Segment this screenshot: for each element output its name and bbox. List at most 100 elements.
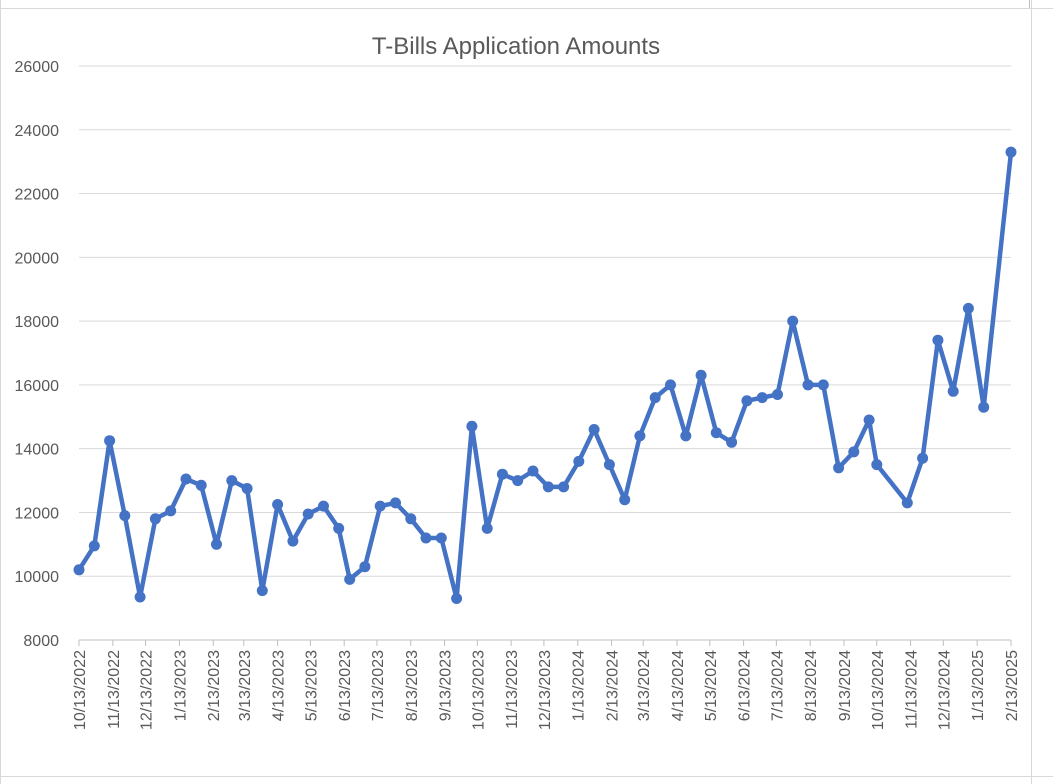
x-tick-label: 9/13/2024: [837, 650, 854, 721]
data-point: [848, 446, 860, 458]
y-tick-label: 26000: [15, 59, 60, 76]
data-point: [901, 497, 913, 509]
data-point: [710, 427, 722, 439]
data-point: [772, 389, 783, 400]
chart-border-right: [1031, 0, 1032, 784]
x-tick-label: 6/13/2023: [337, 650, 354, 721]
window-frame-corner-mark: [1029, 0, 1030, 8]
data-point: [917, 452, 929, 464]
x-tick-label: 12/13/2023: [537, 650, 554, 730]
y-tick-label: 20000: [15, 250, 60, 267]
x-tick-label: 2/13/2023: [206, 650, 223, 721]
x-tick-label: 5/13/2024: [703, 650, 720, 721]
data-point: [833, 462, 845, 474]
x-tick-label: 10/13/2023: [470, 650, 487, 730]
data-point: [603, 459, 615, 471]
data-point: [978, 401, 990, 413]
x-tick-label: 12/13/2022: [139, 650, 156, 730]
x-tick-label: 3/13/2023: [237, 650, 254, 721]
data-point: [947, 385, 959, 397]
data-point: [527, 465, 539, 477]
x-tick-label: 4/13/2023: [271, 650, 288, 721]
x-tick-label: 10/13/2024: [870, 650, 887, 730]
data-point: [741, 395, 753, 407]
data-point: [817, 379, 829, 391]
x-tick-label: 2/13/2025: [1004, 650, 1021, 721]
data-point: [619, 494, 631, 506]
data-point: [802, 379, 814, 391]
x-tick-label: 1/13/2025: [970, 650, 987, 721]
data-point: [466, 420, 478, 432]
x-tick-label: 4/13/2024: [670, 650, 687, 721]
data-point: [756, 392, 768, 404]
data-point: [481, 522, 493, 534]
x-tick-label: 8/13/2024: [803, 650, 820, 721]
y-tick-label: 16000: [15, 378, 60, 395]
data-point: [496, 468, 508, 480]
chart-border-left: [0, 0, 1, 784]
x-axis-tick-labels: 10/13/2022 11/13/2022 12/13/2022 1/13/2023 2…: [72, 650, 1021, 730]
data-point: [649, 392, 661, 404]
data-point: [344, 573, 356, 585]
data-point: [435, 532, 447, 544]
data-point: [88, 540, 100, 552]
data-point: [573, 455, 585, 467]
y-tick-label: 10000: [15, 569, 60, 586]
data-point: [180, 473, 192, 485]
data-point: [241, 483, 253, 494]
data-point: [420, 532, 432, 544]
data-point: [256, 585, 268, 597]
data-point: [287, 535, 299, 547]
chart-border-bottom: [0, 776, 1053, 777]
y-tick-label: 24000: [15, 123, 60, 140]
x-tick-label: 7/13/2024: [769, 650, 786, 721]
data-point: [863, 414, 875, 426]
x-tick-label: 9/13/2023: [438, 650, 455, 721]
data-point: [374, 500, 386, 512]
data-point: [932, 334, 944, 346]
x-tick-label: 11/13/2024: [904, 650, 921, 729]
series-application-amounts: [73, 146, 1017, 604]
data-point: [149, 513, 161, 525]
data-point: [119, 510, 131, 522]
window-frame-top: [0, 0, 1053, 9]
data-point: [302, 508, 314, 520]
x-tick-label: 3/13/2024: [636, 650, 653, 721]
data-point: [871, 459, 883, 471]
data-point: [726, 436, 738, 448]
y-tick-label: 18000: [15, 314, 60, 331]
y-axis-tick-labels: 8000 10000 12000 14000 16000 18000 20000 22000 2…: [15, 59, 60, 650]
data-point: [390, 497, 401, 509]
data-point: [134, 591, 146, 603]
data-point: [104, 435, 116, 447]
data-point: [73, 564, 85, 576]
data-point: [318, 500, 329, 512]
data-point: [695, 369, 707, 381]
data-point: [165, 505, 177, 517]
data-point: [211, 538, 222, 550]
data-point: [680, 430, 692, 442]
data-point: [588, 424, 600, 435]
x-tick-label: 7/13/2023: [370, 650, 387, 721]
x-tick-label: 2/13/2024: [605, 650, 622, 721]
x-tick-label: 12/13/2024: [936, 650, 953, 730]
data-point: [451, 593, 463, 604]
x-tick-label: 10/13/2022: [72, 650, 89, 730]
data-point: [405, 513, 417, 525]
x-tick-label: 8/13/2023: [404, 650, 421, 721]
y-tick-label: 14000: [15, 442, 60, 459]
x-tick-label: 6/13/2024: [737, 650, 754, 721]
data-point: [512, 475, 524, 487]
x-tick-label: 11/13/2022: [106, 650, 123, 729]
data-point: [333, 522, 345, 534]
data-point: [665, 379, 676, 391]
data-point: [542, 481, 554, 493]
data-point: [226, 475, 238, 487]
chart-title: T-Bills Application Amounts: [372, 33, 660, 60]
series-line: [76, 149, 1014, 601]
data-point: [359, 561, 371, 573]
x-tick-label: 11/13/2023: [504, 650, 521, 729]
x-axis: [78, 639, 1012, 646]
gridlines: [79, 65, 1011, 577]
